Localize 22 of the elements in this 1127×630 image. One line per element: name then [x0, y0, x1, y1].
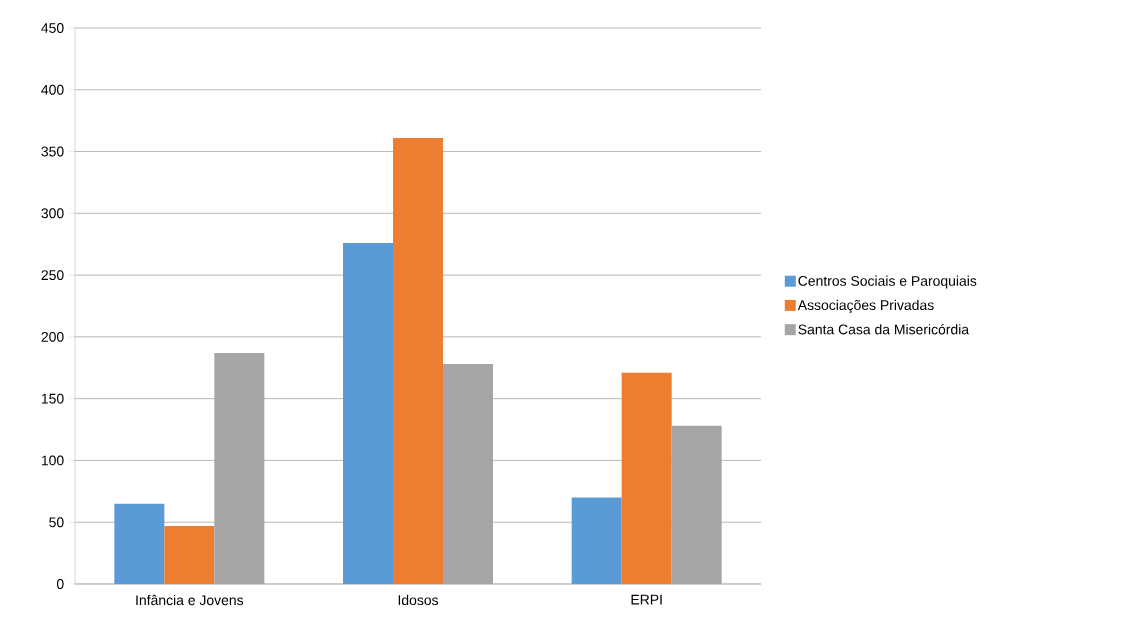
- y-tick-label: 200: [41, 331, 64, 342]
- y-tick-label: 350: [41, 146, 64, 157]
- x-tick-label: Idosos: [398, 594, 439, 606]
- y-tick-label: 150: [41, 393, 64, 404]
- x-tick-label: ERPI: [631, 594, 662, 605]
- y-tick-label: 250: [41, 270, 64, 281]
- bar: [343, 242, 394, 584]
- bar: [571, 497, 622, 584]
- x-tick-label: Infância e Jovens: [136, 594, 244, 606]
- bar: [621, 372, 672, 584]
- legend-label: Centros Sociais e Paroquiais: [798, 275, 977, 289]
- y-tick-label: 450: [41, 23, 64, 33]
- bar: [114, 503, 165, 584]
- y-tick-label: 50: [49, 517, 64, 528]
- y-tick-label: 0: [56, 579, 64, 589]
- y-tick-label: 100: [41, 455, 64, 466]
- legend-label: Associações Privadas: [797, 299, 934, 313]
- y-tick-label: 300: [41, 208, 64, 219]
- legend-label: Santa Casa da Misericórdia: [798, 323, 970, 335]
- y-tick-label: 400: [41, 84, 64, 95]
- bar: [164, 525, 215, 584]
- bar: [393, 137, 444, 584]
